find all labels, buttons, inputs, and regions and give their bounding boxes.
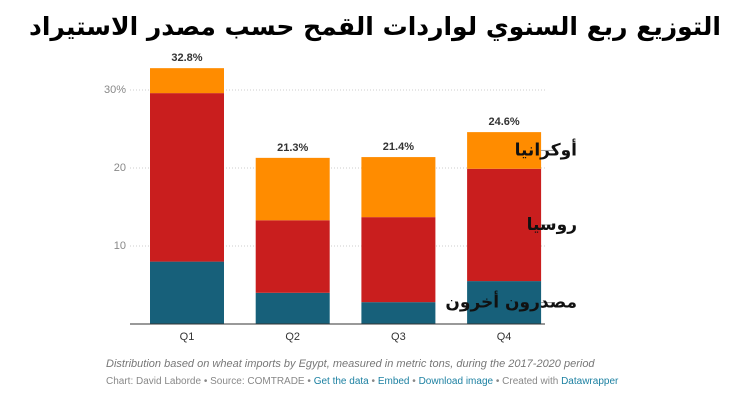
bar-segment [150,68,224,94]
total-label: 21.4% [383,141,414,153]
credits: Chart: David Laborde • Source: COMTRADE … [106,376,618,387]
bar-segment [361,217,436,303]
bar-segment [467,281,542,324]
x-tick-label: Q2 [285,331,300,343]
bar-segment [255,157,330,221]
x-tick-label: Q3 [391,331,406,343]
bar-segment [150,93,224,262]
y-tick-label: 20 [114,162,126,174]
link[interactable]: Embed [377,376,410,387]
bar-segment [361,302,436,324]
x-tick-label: Q4 [497,331,512,343]
note: Distribution based on wheat imports by E… [106,358,595,370]
bar-segment [255,220,330,293]
legend-label: روسيا [527,215,577,235]
total-label: 24.6% [488,116,519,128]
link[interactable]: Datawrapper [561,376,619,387]
bar-segment [255,292,330,324]
credit-text: • [307,376,311,387]
x-tick-label: Q1 [180,331,195,343]
bar-segment [361,157,436,218]
credit-text: • [371,376,376,387]
chart-title: التوزيع ربع السنوي لواردات القمح حسب مصد… [29,12,721,42]
legend-label: أوكرانيا [515,138,577,160]
credit-text: • [203,376,208,387]
credit-text: Created with [502,376,559,387]
credit-text: Chart: David Laborde [106,376,202,387]
link[interactable]: Download image [418,376,494,387]
credit-text: • [495,376,500,387]
bar-segment [467,168,542,282]
legend-label: مصدرون أخرون [445,291,577,313]
chart: التوزيع ربع السنوي لواردات القمح حسب مصد… [29,12,721,343]
total-label: 21.3% [277,142,308,154]
total-label: 32.8% [171,52,202,64]
bar-segment [150,261,224,324]
credit-text: • [412,376,416,387]
link[interactable]: Get the data [313,376,369,387]
bar-segment [467,132,542,169]
credit-text: Source: COMTRADE [210,376,305,387]
y-tick-label: 30% [104,84,126,96]
y-tick-label: 10 [114,240,126,252]
